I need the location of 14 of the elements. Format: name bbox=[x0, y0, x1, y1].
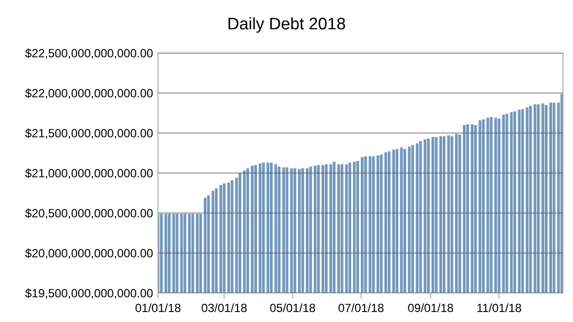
y-tick-label: $20,500,000,000,000.00 bbox=[25, 208, 153, 219]
y-tick-label: $20,000,000,000,000.00 bbox=[25, 248, 153, 259]
y-tick-label: $21,500,000,000,000.00 bbox=[25, 128, 153, 139]
y-tick-label: $22,000,000,000,000.00 bbox=[25, 88, 153, 99]
x-tick-label: 05/01/18 bbox=[270, 303, 316, 312]
y-tick-label: $21,000,000,000,000.00 bbox=[25, 168, 153, 179]
x-tick-label: 01/01/18 bbox=[135, 303, 180, 312]
chart-title: Daily Debt 2018 bbox=[228, 17, 346, 33]
x-tick-label: 03/01/18 bbox=[202, 303, 247, 312]
y-tick-label: $19,500,000,000,000.00 bbox=[25, 288, 153, 299]
x-tick-label: 07/01/18 bbox=[338, 303, 384, 312]
x-tick-label: 11/01/18 bbox=[477, 303, 522, 312]
y-tick-label: $22,500,000,000,000.00 bbox=[25, 48, 153, 59]
x-tick-label: 09/01/18 bbox=[408, 303, 454, 312]
